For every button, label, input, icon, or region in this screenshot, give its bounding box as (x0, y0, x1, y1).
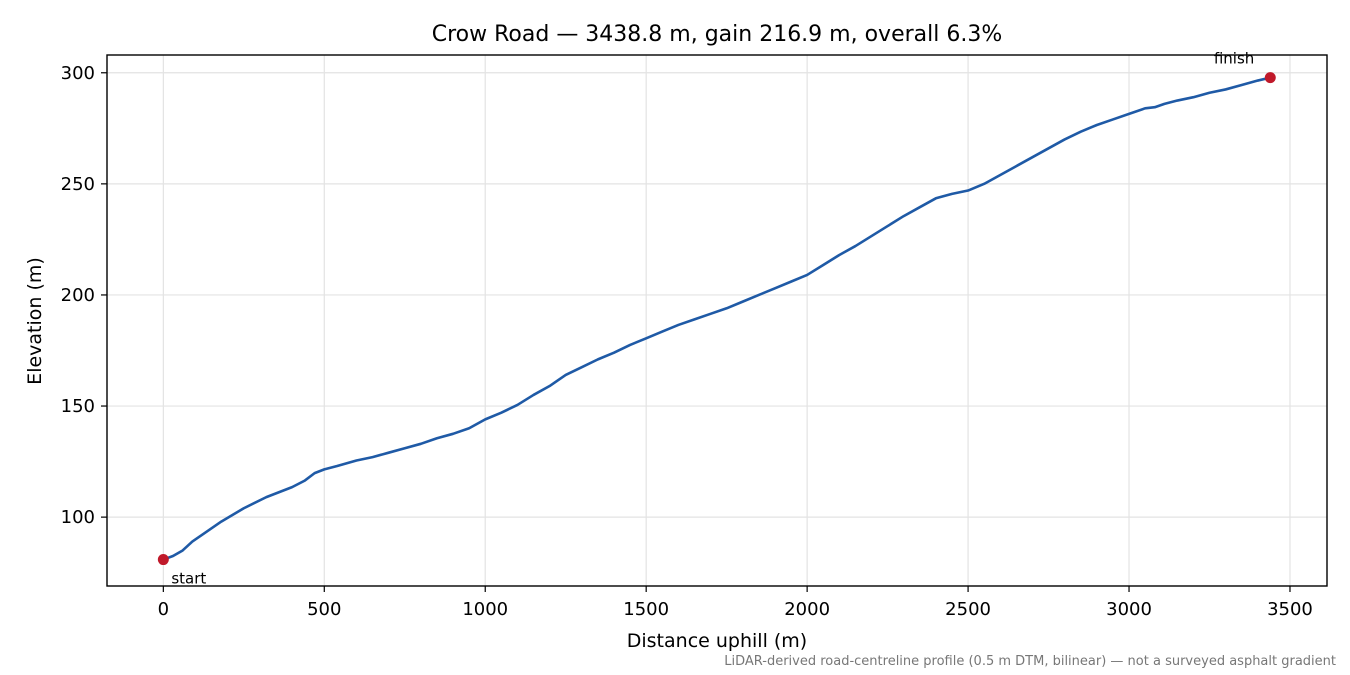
x-tick-label: 1500 (623, 599, 669, 620)
footnote: LiDAR-derived road-centreline profile (0… (724, 654, 1336, 669)
marker-layer: start finish (157, 50, 1276, 588)
series-layer (162, 76, 1272, 561)
y-tick-label: 300 (61, 63, 95, 84)
x-tick-label: 3500 (1267, 599, 1313, 620)
x-tick-label: 500 (307, 599, 341, 620)
start-marker (157, 554, 169, 566)
finish-label: finish (1214, 50, 1254, 68)
y-tick-label: 250 (61, 174, 95, 195)
x-axis-ticks: 0 500 1000 1500 2000 2500 3000 3500 (158, 586, 1313, 620)
x-tick-label: 1000 (462, 599, 508, 620)
y-tick-label: 200 (61, 285, 95, 306)
x-tick-label: 2000 (784, 599, 830, 620)
plot-frame (106, 54, 1328, 587)
grid-lines (107, 55, 1327, 586)
elevation-line (162, 76, 1272, 561)
y-tick-label: 150 (61, 396, 95, 417)
x-tick-label: 0 (158, 599, 169, 620)
y-tick-label: 100 (61, 507, 95, 528)
y-axis-ticks: 100 150 200 250 300 (61, 63, 107, 528)
chart-title: Crow Road — 3438.8 m, gain 216.9 m, over… (432, 22, 1003, 47)
y-axis-title: Elevation (m) (24, 257, 46, 385)
x-tick-label: 3000 (1106, 599, 1152, 620)
finish-marker (1264, 72, 1276, 84)
x-tick-label: 2500 (945, 599, 991, 620)
start-label: start (171, 570, 206, 588)
x-axis-title: Distance uphill (m) (627, 630, 807, 652)
